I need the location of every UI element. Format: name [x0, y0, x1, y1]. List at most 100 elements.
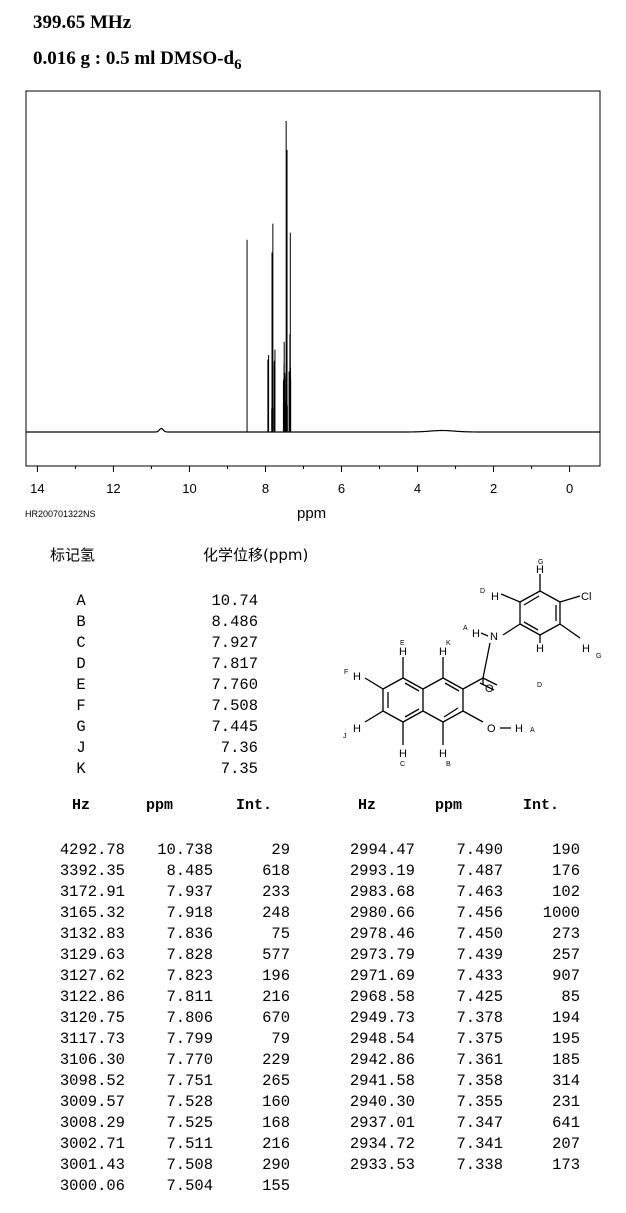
peak-intensity: 257 — [552, 946, 580, 964]
peak-ppm: 7.378 — [456, 1009, 503, 1027]
peak-intensity: 265 — [262, 1072, 290, 1090]
peak-row: 2934.72 7.341 207 — [339, 1134, 580, 1155]
proton-label-j: J — [343, 733, 347, 740]
peak-ppm: 7.490 — [456, 841, 503, 859]
peak-hz: 3120.75 — [59, 1009, 125, 1027]
peak-ppm: 7.456 — [456, 904, 503, 922]
peak-hz: 3127.62 — [59, 967, 125, 985]
proton-label: J — [76, 739, 86, 757]
peak-ppm: 7.347 — [456, 1114, 503, 1132]
proton-label: C — [76, 634, 86, 652]
peak-row: 4292.78 10.738 29 — [49, 840, 290, 861]
atom-o-hydroxyl: O — [487, 723, 496, 735]
x-tick-label: 12 — [106, 481, 120, 496]
peak-table-header-int: Int. — [523, 797, 560, 814]
peak-row: 2978.46 7.450 273 — [339, 924, 580, 945]
peak-hz: 2940.30 — [349, 1093, 415, 1111]
peak-row: 2941.58 7.358 314 — [339, 1071, 580, 1092]
peak-intensity: 190 — [552, 841, 580, 859]
peak-hz: 2968.58 — [349, 988, 415, 1006]
peak-row: 3001.43 7.508 290 — [49, 1155, 290, 1176]
peak-ppm: 7.918 — [166, 904, 213, 922]
peak-row: 2940.30 7.355 231 — [339, 1092, 580, 1113]
peak-table-header-hz: Hz — [72, 797, 91, 814]
chemical-shift: 7.927 — [211, 634, 258, 652]
peak-row: 2933.53 7.338 173 — [339, 1155, 580, 1176]
assignment-row: D 7.817 — [66, 654, 258, 675]
x-axis-ticks — [36, 466, 571, 472]
peak-intensity: 641 — [552, 1114, 580, 1132]
proton-label-b: B — [446, 761, 451, 768]
peak-row: 3172.91 7.937 233 — [49, 882, 290, 903]
peak-intensity: 195 — [552, 1030, 580, 1048]
atom-h: H — [399, 646, 407, 658]
proton-label: A — [76, 592, 86, 610]
peak-row: 3129.63 7.828 577 — [49, 945, 290, 966]
x-tick-label: 2 — [490, 481, 497, 496]
peak-intensity: 160 — [262, 1093, 290, 1111]
peak-intensity: 75 — [271, 925, 290, 943]
peak-intensity: 233 — [262, 883, 290, 901]
assignment-row: C 7.927 — [66, 633, 258, 654]
peak-ppm: 7.463 — [456, 883, 503, 901]
atom-h: H — [536, 643, 544, 655]
peak-row: 3117.73 7.799 79 — [49, 1029, 290, 1050]
proton-label-g: G — [596, 653, 601, 660]
structure-atom-labels: H H H H H H H N O O H H H Cl H H — [353, 564, 591, 760]
nmr-spectrum-chart: 14 12 10 8 6 4 2 0 — [25, 90, 601, 496]
peak-row: 3002.71 7.511 216 — [49, 1134, 290, 1155]
proton-label: K — [76, 760, 86, 778]
peak-ppm: 7.338 — [456, 1156, 503, 1174]
peak-table-header-ppm: ppm — [146, 797, 174, 814]
spectrometer-frequency: 399.65 MHz — [33, 12, 132, 33]
atom-cl: Cl — [581, 591, 591, 603]
peak-ppm: 7.811 — [166, 988, 213, 1006]
peak-intensity: 290 — [262, 1156, 290, 1174]
peak-hz: 3129.63 — [59, 946, 125, 964]
chemical-shift: 7.817 — [211, 655, 258, 673]
assignment-row: F 7.508 — [66, 696, 258, 717]
proton-label-k: K — [446, 640, 451, 647]
spectrum-trace — [26, 427, 600, 433]
peak-hz: 2980.66 — [349, 904, 415, 922]
peak-hz: 2949.73 — [349, 1009, 415, 1027]
peak-ppm: 7.799 — [166, 1030, 213, 1048]
peak-hz: 3106.30 — [59, 1051, 125, 1069]
peak-ppm: 7.823 — [166, 967, 213, 985]
peak-row: 3127.62 7.823 196 — [49, 966, 290, 987]
assignment-row: A 10.74 — [66, 591, 258, 612]
assignment-row: G 7.445 — [66, 717, 258, 738]
peak-row: 3165.32 7.918 248 — [49, 903, 290, 924]
peak-intensity: 314 — [552, 1072, 580, 1090]
peak-ppm: 7.375 — [456, 1030, 503, 1048]
peak-ppm: 7.511 — [166, 1135, 213, 1153]
peak-ppm: 7.937 — [166, 883, 213, 901]
peak-hz: 3009.57 — [59, 1093, 125, 1111]
assignment-table: A 10.74 B 8.486 C 7.927 D 7.817 E 7.760 F 7.508 G 7.4… — [66, 591, 258, 780]
peak-hz: 3117.73 — [59, 1030, 125, 1048]
peak-intensity: 229 — [262, 1051, 290, 1069]
peak-row: 3392.35 8.485 618 — [49, 861, 290, 882]
assignment-row: B 8.486 — [66, 612, 258, 633]
peak-ppm: 7.433 — [456, 967, 503, 985]
peak-table-header-ppm: ppm — [435, 797, 463, 814]
x-axis-label: ppm — [297, 505, 327, 522]
peak-intensity: 231 — [552, 1093, 580, 1111]
peak-row: 2980.66 7.456 1000 — [339, 903, 580, 924]
peak-ppm: 7.508 — [166, 1156, 213, 1174]
assignment-row: J 7.36 — [66, 738, 258, 759]
peak-row: 2942.86 7.361 185 — [339, 1050, 580, 1071]
chemical-shift: 10.74 — [211, 592, 258, 610]
peak-table-header-hz: Hz — [358, 797, 377, 814]
sample-description: 0.016 g : 0.5 ml DMSO-d6 — [33, 48, 242, 74]
molecule-structure: H H H H H H H N O O H H H Cl H H E K F J… — [343, 559, 601, 768]
peak-row: 3098.52 7.751 265 — [49, 1071, 290, 1092]
peak-hz: 4292.78 — [59, 841, 125, 859]
chemical-shift: 7.35 — [220, 760, 258, 778]
peak-hz: 3098.52 — [59, 1072, 125, 1090]
assignment-header-shift: 化学位移(ppm) — [203, 546, 309, 564]
peak-row: 3000.06 7.504 155 — [49, 1176, 290, 1197]
peak-intensity: 1000 — [542, 904, 580, 922]
peak-ppm: 7.358 — [456, 1072, 503, 1090]
chemical-shift: 7.508 — [211, 697, 258, 715]
